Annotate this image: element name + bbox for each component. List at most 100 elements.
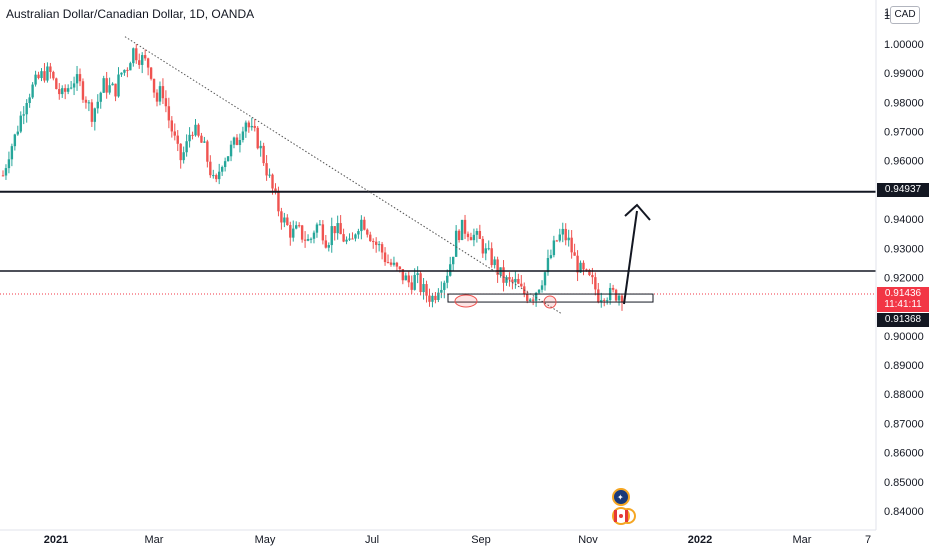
candle	[366, 228, 369, 238]
candle-body	[431, 295, 434, 302]
candle-body	[333, 226, 336, 234]
candle-body	[484, 248, 487, 254]
candle	[149, 66, 153, 81]
candle	[206, 139, 209, 168]
candle-body	[161, 86, 165, 99]
candle-body	[567, 237, 570, 241]
candle	[220, 165, 224, 176]
candle-body	[360, 219, 363, 232]
candle-body	[283, 217, 286, 223]
candle-body	[407, 275, 410, 283]
candle-body	[215, 175, 218, 180]
candle	[200, 132, 203, 143]
candle-body	[141, 55, 144, 65]
candle	[31, 82, 34, 99]
candle	[218, 163, 221, 185]
candle-body	[182, 152, 185, 161]
candle-body	[324, 240, 328, 248]
candle-body	[372, 241, 375, 243]
candle	[496, 256, 499, 283]
candle-body	[25, 103, 28, 115]
candle-body	[135, 48, 138, 61]
economic-events[interactable]: ✦	[612, 488, 636, 525]
candle-body	[46, 66, 49, 81]
candle-body	[146, 58, 150, 68]
candle	[66, 84, 70, 95]
candle	[457, 229, 461, 243]
candle	[484, 243, 487, 261]
candle	[537, 289, 541, 295]
candle	[303, 231, 307, 248]
candle	[380, 241, 384, 260]
candle	[377, 241, 381, 252]
candle-body	[167, 106, 171, 121]
candle-body	[588, 269, 591, 276]
candle	[490, 242, 493, 268]
candle-body	[354, 234, 357, 239]
price-tick-label: 0.99000	[884, 68, 924, 80]
candle-body	[220, 166, 224, 172]
candle	[120, 72, 123, 77]
candle	[111, 82, 114, 86]
candle	[617, 293, 621, 306]
candle	[315, 222, 319, 238]
candle	[256, 126, 259, 150]
candle	[552, 235, 556, 258]
candle	[555, 239, 559, 242]
price-tick-label: 0.94000	[884, 214, 924, 226]
candle	[161, 78, 165, 104]
price-tick-label: 0.84000	[884, 506, 924, 518]
price-tick-label: 1.00000	[884, 39, 924, 51]
flag-au-star: ✦	[617, 493, 624, 502]
candle-body	[543, 272, 547, 286]
price-axis[interactable]: 0.84000 0.85000 0.86000 0.87000 0.88000 0.890…	[875, 0, 924, 530]
price-tick-label: 0.88000	[884, 389, 924, 401]
candle	[16, 125, 20, 136]
candle	[132, 47, 135, 67]
candle	[215, 173, 218, 183]
candle	[194, 119, 197, 137]
candle	[413, 268, 416, 291]
candle-body	[526, 293, 529, 301]
candle-body	[386, 262, 390, 264]
candle-body	[235, 137, 239, 145]
candle-body	[434, 295, 437, 300]
candle-body	[114, 83, 117, 97]
candle	[19, 111, 22, 134]
candle	[185, 134, 188, 157]
candle	[333, 226, 336, 241]
candle-body	[466, 233, 470, 238]
candle	[46, 62, 49, 83]
countdown-timer: 11:41:11	[884, 299, 922, 310]
flag-ca-leaf	[619, 514, 623, 518]
candle-body	[511, 279, 514, 283]
candle-body	[143, 55, 147, 59]
candle-body	[78, 74, 82, 82]
candle	[374, 237, 378, 253]
candle-body	[383, 252, 387, 263]
candle-body	[297, 225, 301, 227]
time-axis[interactable]: 2021 Mar May Jul Sep Nov 2022 Mar 7	[0, 529, 876, 546]
candle	[129, 61, 132, 71]
candle	[262, 142, 265, 166]
candle	[250, 117, 253, 131]
candle-body	[164, 98, 168, 107]
candle	[229, 140, 233, 162]
candle-body	[229, 144, 233, 157]
candle	[383, 247, 387, 266]
currency-selector[interactable]: CAD	[890, 6, 920, 24]
price-tick-label: 0.92000	[884, 272, 924, 284]
candle	[283, 212, 286, 228]
candle-body	[212, 175, 215, 177]
candle	[561, 222, 564, 243]
candle-body	[126, 69, 129, 71]
candle-body	[546, 257, 550, 273]
candle	[34, 70, 37, 87]
candle-body	[191, 134, 194, 136]
candle	[454, 225, 458, 257]
candle-body	[241, 131, 245, 141]
candle-body	[247, 122, 251, 128]
candle-body	[410, 282, 413, 290]
candle	[164, 90, 168, 113]
